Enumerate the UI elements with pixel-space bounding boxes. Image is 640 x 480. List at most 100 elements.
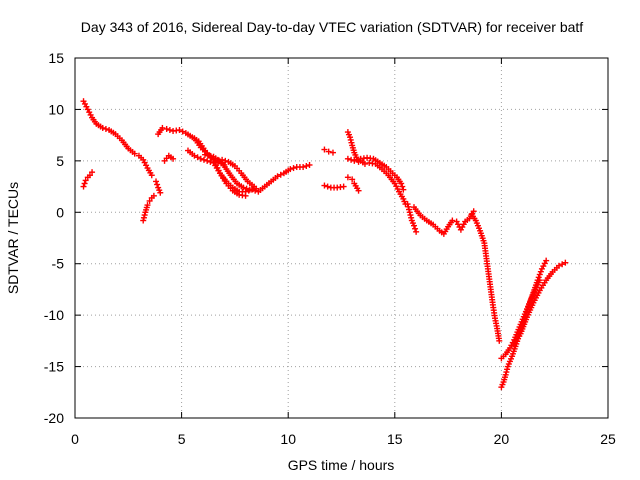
data-point [166,127,173,133]
data-point [274,173,281,180]
data-point [361,160,368,167]
data-point [355,187,362,194]
x-axis-label: GPS time / hours [288,457,395,473]
x-tick-label-5: 25 [600,431,616,447]
data-point [243,185,250,192]
y-axis-label: SDTVAR / TECUs [5,182,21,294]
data-point [536,271,543,278]
data-point [148,172,155,179]
data-point [204,157,211,164]
data-point [303,163,310,169]
y-tick-label-6: -15 [44,359,64,375]
grid-lines [75,58,608,418]
data-point [86,172,93,179]
data-point [449,217,456,224]
data-point [503,369,510,376]
data-point [555,262,562,269]
data-point [347,134,354,141]
y-tick-label-7: -20 [44,410,64,426]
x-tick-label-1: 5 [178,431,186,447]
data-point [344,155,351,162]
data-point [222,157,229,164]
data-point [150,192,157,199]
data-point [197,155,204,162]
data-point [410,222,417,229]
data-point [400,186,407,193]
data-point [170,155,177,162]
data-point [163,125,170,132]
y-tick-label-2: 5 [56,153,64,169]
data-point [398,180,405,187]
data-point [251,183,258,190]
data-point [240,184,247,191]
data-point [535,274,542,281]
data-point [141,212,148,219]
data-point [154,181,161,188]
data-point [344,174,351,181]
data-point [80,183,87,190]
plot-frame [74,57,609,419]
data-point [290,165,297,172]
data-point [89,169,96,176]
chart-title: Day 343 of 2016, Sidereal Day-to-day VTE… [81,19,584,35]
data-point [219,156,226,163]
data-point [140,217,147,224]
data-point [413,228,420,235]
data-point [242,192,249,199]
data-point [146,197,153,204]
x-tick-label-4: 20 [494,431,510,447]
data-point [102,125,109,132]
data-point [157,189,164,196]
data-point [408,214,415,221]
data-point [340,183,347,190]
data-point [300,164,307,171]
data-point [559,261,566,268]
data-point [153,178,160,185]
x-tick-label-3: 15 [387,431,403,447]
data-point [144,202,151,209]
data-point [470,208,477,215]
data-point [287,166,294,173]
data-point [194,154,201,161]
data-point [349,176,356,183]
y-tick-label-4: -5 [52,256,65,272]
data-point [407,212,414,219]
data-point [99,124,106,131]
x-tick-labels: 0 5 10 15 20 25 [71,431,616,447]
data-point [277,171,284,178]
data-point [496,337,503,344]
data-point [348,139,355,146]
x-tick-label-2: 10 [280,431,296,447]
data-point [325,148,332,155]
data-point [131,150,138,157]
data-point [329,149,336,156]
data-point [537,268,544,275]
data-point [191,152,198,159]
y-tick-label-5: -10 [44,307,64,323]
data-point [536,277,543,284]
data-point [321,146,328,153]
data-point [504,366,511,373]
data-point [200,156,207,163]
data-point [406,209,413,216]
y-tick-label-1: 10 [48,101,64,117]
data-point [176,127,183,133]
data-point [406,206,413,213]
data-point [412,225,419,232]
y-tick-label-3: 0 [56,204,64,220]
tick-marks [74,57,609,419]
data-point [404,201,411,208]
y-tick-label-0: 15 [48,50,64,66]
data-point [321,182,328,189]
data-point [405,203,412,210]
data-point [306,161,313,168]
data-point [159,124,166,131]
data-points [80,98,569,391]
data-point [179,128,186,135]
data-point [351,157,358,164]
data-point [348,156,355,163]
data-point [502,371,509,378]
data-point [399,183,406,190]
data-point [354,156,361,163]
